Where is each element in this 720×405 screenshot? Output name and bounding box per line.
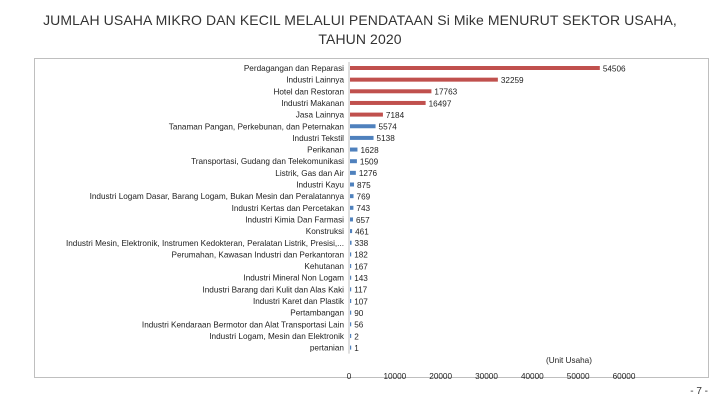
category-label: Listrik, Gas dan Air xyxy=(275,169,344,178)
category-label: Industri Tekstil xyxy=(292,134,344,143)
bar-value-label: 7184 xyxy=(386,111,405,120)
category-label: Pertambangan xyxy=(290,309,344,318)
category-label: Transportasi, Gudang dan Telekomunikasi xyxy=(191,157,344,166)
category-label: Industri Mesin, Elektronik, Instrumen Ke… xyxy=(66,239,344,248)
chart-title-line-1: JUMLAH USAHA MIKRO DAN KECIL MELALUI PEN… xyxy=(43,12,677,28)
x-tick-label: 30000 xyxy=(475,372,498,381)
category-label: Tanaman Pangan, Perkebunan, dan Peternak… xyxy=(169,122,345,131)
category-label: Industri Barang dari Kulit dan Alas Kaki xyxy=(202,285,344,294)
bar-value-label: 338 xyxy=(355,239,369,248)
bar xyxy=(350,287,352,292)
bar xyxy=(350,310,352,315)
category-label: Industri Kimia Dan Farmasi xyxy=(245,215,344,224)
category-label: Jasa Lainnya xyxy=(296,111,345,120)
page-number: - 7 - xyxy=(690,386,708,397)
x-tick-label: 10000 xyxy=(383,372,406,381)
bar-value-label: 32259 xyxy=(501,76,524,85)
bar-value-label: 769 xyxy=(357,192,371,201)
bar xyxy=(350,77,498,82)
category-label: Industri Kertas dan Percetakan xyxy=(232,204,345,213)
bar xyxy=(350,147,358,152)
bar-value-label: 17763 xyxy=(434,88,457,97)
category-label: Industri Karet dan Plastik xyxy=(253,297,345,306)
x-tick-label: 0 xyxy=(347,372,352,381)
bar-value-label: 117 xyxy=(354,286,367,295)
bar xyxy=(350,205,354,210)
bar-value-label: 657 xyxy=(356,216,370,225)
bar-value-label: 1276 xyxy=(359,169,378,178)
bar-value-label: 90 xyxy=(354,309,364,318)
category-label: Industri Kendaraan Bermotor dan Alat Tra… xyxy=(142,320,345,329)
bar-value-label: 5574 xyxy=(379,123,398,132)
bar xyxy=(350,264,352,269)
bar xyxy=(350,275,352,280)
bar-value-label: 1628 xyxy=(360,146,379,155)
bar xyxy=(350,229,353,234)
category-label: Industri Kayu xyxy=(296,181,344,190)
bar xyxy=(350,182,355,187)
category-label: Hotel dan Restoran xyxy=(273,87,344,96)
bar-value-label: 167 xyxy=(354,262,368,271)
bar-value-label: 1 xyxy=(354,344,359,353)
category-label: Industri Makanan xyxy=(281,99,344,108)
chart-frame xyxy=(34,58,709,378)
bar-value-label: 743 xyxy=(356,204,370,213)
bar-value-label: 16497 xyxy=(429,99,452,108)
category-label: Perikanan xyxy=(307,146,344,155)
bar xyxy=(350,112,383,117)
category-label: Perdagangan dan Reparasi xyxy=(244,64,344,73)
bar xyxy=(350,252,352,257)
bar xyxy=(350,170,356,175)
unit-note: (Unit Usaha) xyxy=(546,356,592,365)
bar-value-label: 461 xyxy=(355,227,369,236)
bar xyxy=(350,66,600,70)
bar-value-label: 54506 xyxy=(603,64,626,73)
bar xyxy=(350,217,354,222)
category-label: Konstruksi xyxy=(306,227,344,236)
x-tick-label: 50000 xyxy=(567,372,590,381)
category-label: Industri Logam, Mesin dan Elektronik xyxy=(209,332,345,341)
x-tick-label: 60000 xyxy=(613,372,636,381)
bar xyxy=(350,124,376,129)
bar xyxy=(350,194,354,199)
bar xyxy=(350,100,426,105)
category-label: Industri Lainnya xyxy=(286,76,344,85)
bar-value-label: 2 xyxy=(354,332,359,341)
bar xyxy=(350,333,352,338)
chart-title-line-2: TAHUN 2020 xyxy=(318,31,402,47)
x-tick-label: 20000 xyxy=(429,372,452,381)
x-tick-label: 40000 xyxy=(521,372,544,381)
bar-value-label: 875 xyxy=(357,181,371,190)
bar xyxy=(350,299,352,303)
bar-value-label: 56 xyxy=(354,321,364,330)
category-label: Industri Logam Dasar, Barang Logam, Buka… xyxy=(90,192,345,201)
bar xyxy=(350,345,352,350)
bar xyxy=(350,89,432,94)
bar xyxy=(350,322,352,327)
bar-value-label: 143 xyxy=(354,274,368,283)
bar xyxy=(350,240,352,245)
bar xyxy=(350,159,357,164)
category-label: Perumahan, Kawasan Industri dan Perkanto… xyxy=(172,250,345,259)
category-label: Kehutanan xyxy=(304,262,344,271)
chart-title: JUMLAH USAHA MIKRO DAN KECIL MELALUI PEN… xyxy=(0,11,720,49)
bar-value-label: 1509 xyxy=(360,158,379,167)
bar xyxy=(350,135,374,140)
bar-value-label: 182 xyxy=(354,251,368,260)
bar-value-label: 107 xyxy=(354,297,368,306)
category-label: Industri Mineral Non Logam xyxy=(243,274,344,283)
bar-value-label: 5138 xyxy=(377,134,396,143)
category-label: pertanian xyxy=(310,344,345,353)
